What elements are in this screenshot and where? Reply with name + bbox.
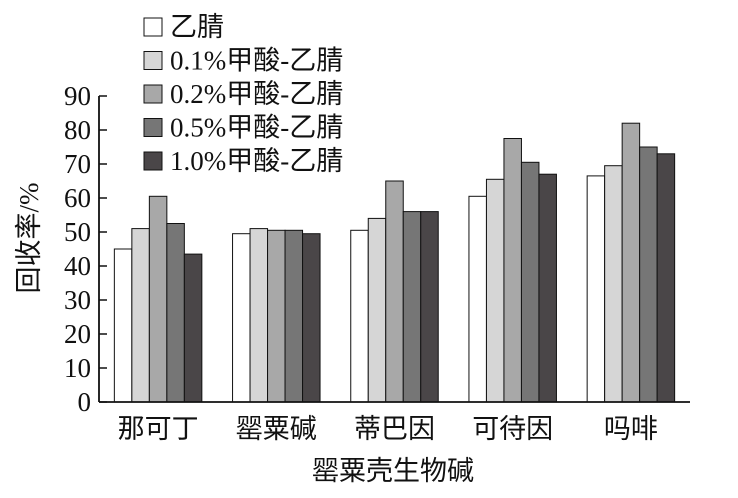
- x-tick-label: 罂粟碱: [236, 414, 317, 444]
- bar: [420, 211, 439, 403]
- bar: [131, 228, 150, 403]
- y-tick-label: 40: [64, 251, 91, 281]
- y-tick-label: 10: [64, 353, 91, 383]
- x-tick-label: 蒂巴因: [354, 414, 435, 444]
- bar: [249, 228, 269, 403]
- bar: [113, 248, 133, 403]
- bar: [148, 195, 168, 403]
- y-tick-label: 60: [64, 183, 91, 213]
- y-tick-label: 0: [78, 387, 92, 417]
- bar: [302, 233, 321, 403]
- bar: [639, 146, 658, 403]
- x-tick-label: 那可丁: [118, 414, 199, 444]
- bar: [350, 229, 369, 403]
- x-axis: 那可丁 罂粟碱 蒂巴因 可待因 吗啡: [99, 401, 690, 444]
- bar: [166, 223, 185, 403]
- y-axis-label: 回收率/%: [14, 183, 44, 294]
- bar: [656, 153, 676, 403]
- y-tick-label: 90: [64, 81, 91, 111]
- legend-label: 1.0%甲酸-乙腈: [170, 146, 343, 176]
- bar: [520, 161, 540, 403]
- y-tick-label: 70: [64, 149, 91, 179]
- bar: [284, 229, 304, 403]
- bar: [586, 175, 606, 403]
- legend-label: 0.5%甲酸-乙腈: [170, 113, 343, 143]
- x-tick-label: 吗啡: [604, 414, 658, 444]
- bar: [367, 217, 387, 403]
- legend-label: 0.1%甲酸-乙腈: [170, 46, 343, 76]
- y-tick-label: 50: [64, 217, 91, 247]
- bar: [232, 233, 251, 403]
- bar: [267, 229, 286, 403]
- legend-swatch: [143, 17, 163, 37]
- bar: [468, 195, 487, 403]
- bar: [485, 178, 505, 403]
- x-tick-label: 可待因: [472, 414, 553, 444]
- legend-label: 0.2%甲酸-乙腈: [170, 79, 343, 109]
- legend: 乙腈 0.1%甲酸-乙腈0.2%甲酸-乙腈 0.5%甲酸-乙腈1.0%甲酸-乙腈: [143, 12, 343, 176]
- x-axis-label: 罂粟壳生物碱: [312, 456, 474, 486]
- bar: [621, 122, 641, 403]
- bar: [183, 253, 203, 403]
- legend-label: 乙腈: [170, 12, 224, 42]
- y-tick-label: 30: [64, 285, 91, 315]
- legend-swatch: [143, 151, 163, 171]
- bar: [402, 211, 422, 403]
- bar: [538, 173, 557, 403]
- bar: [503, 138, 522, 403]
- legend-swatch: [143, 118, 163, 137]
- bar: [604, 165, 623, 403]
- y-tick-label: 80: [64, 115, 91, 145]
- legend-swatch: [143, 51, 163, 70]
- bar: [385, 180, 404, 403]
- y-tick-label: 20: [64, 319, 91, 349]
- y-axis: 0 10 20 30 40 50 60 70 80 90: [64, 81, 107, 417]
- legend-swatch: [143, 84, 163, 104]
